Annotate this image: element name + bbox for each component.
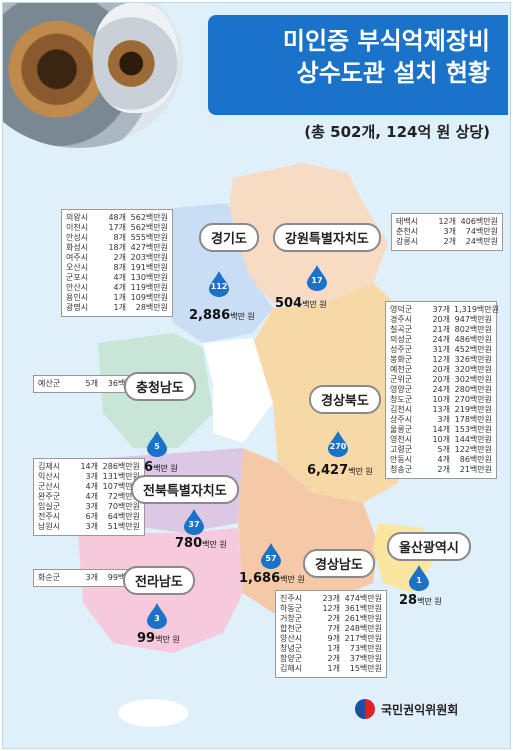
list-item: 임실군 3개 70백만원 [38, 502, 140, 511]
list-item: 예천군 20개 320백만원 [390, 365, 492, 374]
list-item: 광명시 1개 28백만원 [66, 303, 168, 312]
list-item: 합천군 7개 248백만원 [280, 624, 382, 633]
drop-icon-ulsan: 1 [409, 565, 429, 591]
gyeonggi-detail-list: 의왕시 48개 562백만원 이천시 17개 562백만원 안성시 8개 555백만원 화성시 18… [61, 209, 173, 317]
list-item: 상주시 3개 178백만원 [390, 415, 492, 424]
list-item: 화성시 18개 427백만원 [66, 243, 168, 252]
amount-gyeongbuk: 6,427백만 원 [307, 463, 373, 478]
list-item: 봉화군 12개 326백만원 [390, 355, 492, 364]
list-item: 의왕시 48개 562백만원 [66, 213, 168, 222]
drop-icon-gangwon: 17 [307, 265, 327, 291]
drop-icon-gyeongbuk: 270 [328, 431, 348, 457]
summary-subtitle: (총 502개, 124억 원 상당) [304, 123, 490, 141]
list-item: 경주시 20개 947백만원 [390, 315, 492, 324]
drop-icon-jeonnam: 3 [147, 603, 167, 629]
amount-jeonnam: 99백만 원 [137, 631, 180, 646]
drop-icon-chungnam: 5 [147, 431, 167, 457]
region-jeju-shape [118, 699, 188, 727]
list-item: 울릉군 14개 153백만원 [390, 425, 492, 434]
region-label-chungnam: 충청남도 [124, 372, 196, 401]
list-item: 안성시 8개 555백만원 [66, 233, 168, 242]
list-item: 춘천시 3개 74백만원 [396, 227, 498, 236]
list-item: 여주시 2개 203백만원 [66, 253, 168, 262]
drop-icon-gyeonggi: 112 [209, 271, 229, 297]
region-label-gyeonggi: 경기도 [199, 223, 259, 252]
amount-gyeonggi: 2,886백만 원 [189, 308, 255, 323]
list-item: 완주군 4개 72백만원 [38, 492, 140, 501]
list-item: 태백시 12개 406백만원 [396, 217, 498, 226]
region-label-gangwon: 강원특별자치도 [273, 223, 381, 252]
list-item: 군위군 20개 302백만원 [390, 375, 492, 384]
list-item: 이천시 17개 562백만원 [66, 223, 168, 232]
list-item: 거창군 2개 261백만원 [280, 614, 382, 623]
list-item: 군포시 4개 130백만원 [66, 273, 168, 282]
organization-name: 국민권익위원회 [381, 702, 459, 717]
list-item: 고령군 5개 122백만원 [390, 445, 492, 454]
gyeongnam-detail-list: 진주시 23개 474백만원 하동군 12개 361백만원 거창군 2개 261백만원 합천군 7개… [275, 590, 387, 678]
list-item: 남원시 3개 51백만원 [38, 522, 140, 531]
list-item: 영덕군 37개 1,319백만원 [390, 305, 499, 314]
amount-ulsan: 28백만 원 [399, 593, 442, 608]
list-item: 양산시 9개 217백만원 [280, 634, 382, 643]
list-item: 영천시 10개 144백만원 [390, 435, 492, 444]
list-item: 예산군5개36백만원 [38, 379, 140, 388]
region-label-ulsan: 울산광역시 [387, 532, 471, 561]
list-item: 오산시 8개 191백만원 [66, 263, 168, 272]
amount-gangwon: 504백만 원 [275, 296, 327, 311]
list-item: 안산시 4개 119백만원 [66, 283, 168, 292]
title-banner [208, 15, 508, 115]
gyeongbuk-detail-list: 영덕군 37개 1,319백만원 경주시 20개 947백만원 칠곡군 21개 802백만원 의성… [385, 301, 499, 479]
drop-icon-jeonbuk: 37 [184, 509, 204, 535]
list-item: 익산시 3개 131백만원 [38, 472, 140, 481]
corroded-pipe-photo [3, 3, 183, 148]
list-item: 칠곡군 21개 802백만원 [390, 325, 492, 334]
list-item: 안동시 4개 86백만원 [390, 455, 492, 464]
list-item: 영양군 24개 280백만원 [390, 385, 492, 394]
list-item: 강릉시 2개 24백만원 [396, 237, 498, 246]
region-label-jeonnam: 전라남도 [123, 566, 195, 595]
government-emblem-icon [355, 699, 375, 719]
chungnam-detail-list: 예산군5개36백만원 [33, 375, 145, 393]
region-chungbuk-shape [203, 338, 273, 443]
region-label-jeonbuk: 전북특별자치도 [131, 475, 239, 504]
drop-icon-gyeongnam: 57 [261, 543, 281, 569]
list-item: 청송군 2개 21백만원 [390, 465, 492, 474]
jeonbuk-detail-list: 김제시 14개 286백만원 익산시 3개 131백만원 군산시 4개 107백만원 완주군 4개 7… [33, 458, 145, 536]
list-item: 용인시 1개 109백만원 [66, 293, 168, 302]
list-item: 창녕군 1개 73백만원 [280, 644, 382, 653]
list-item: 진주시 23개 474백만원 [280, 594, 382, 603]
region-label-gyeongnam: 경상남도 [303, 549, 375, 578]
page-title: 미인증 부식억제장비 상수도관 설치 현황 [282, 27, 490, 87]
list-item: 함양군 2개 37백만원 [280, 654, 382, 663]
list-item: 김해시 1개 15백만원 [280, 664, 382, 673]
region-label-gyeongbuk: 경상북도 [309, 385, 381, 414]
organization-logo: 국민권익위원회 [355, 699, 458, 719]
list-item: 김제시 14개 286백만원 [38, 462, 140, 471]
amount-gyeongnam: 1,686백만 원 [239, 571, 305, 586]
amount-jeonbuk: 780백만 원 [175, 536, 227, 551]
list-item: 전주시 6개 64백만원 [38, 512, 140, 521]
list-item: 군산시 4개 107백만원 [38, 482, 140, 491]
list-item: 의성군 24개 486백만원 [390, 335, 492, 344]
list-item: 김천시 13개 219백만원 [390, 405, 492, 414]
list-item: 청도군 10개 270백만원 [390, 395, 492, 404]
list-item: 하동군 12개 361백만원 [280, 604, 382, 613]
list-item: 성주군 31개 452백만원 [390, 345, 492, 354]
gangwon-detail-list: 태백시 12개 406백만원 춘천시 3개 74백만원 강릉시 2개 24백만원 [391, 213, 503, 251]
